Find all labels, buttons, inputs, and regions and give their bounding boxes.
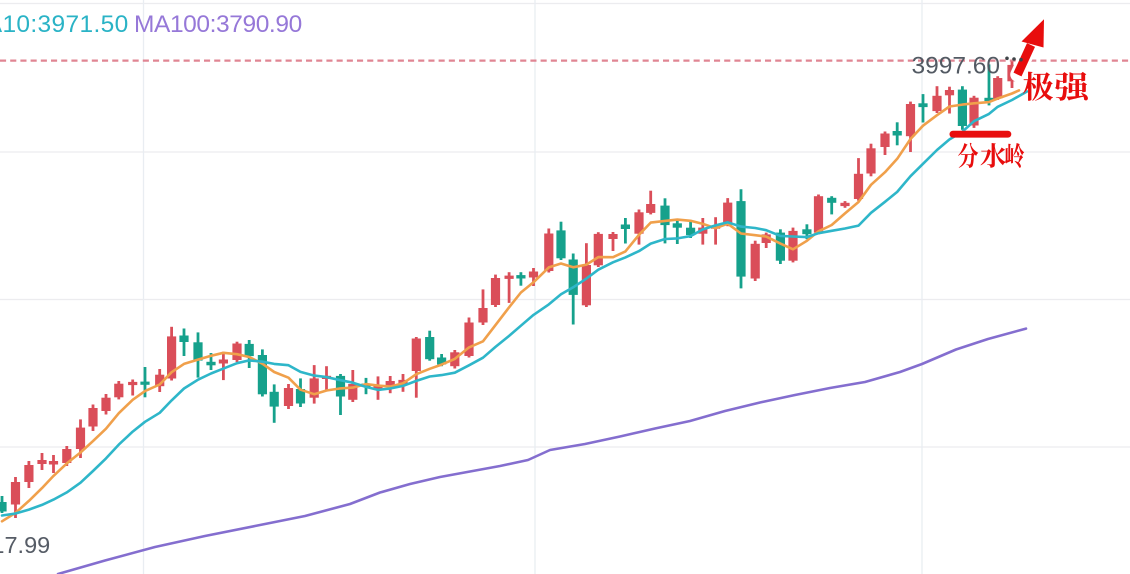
svg-text:17.99: 17.99 — [0, 532, 50, 558]
svg-text:MA100:3790.90: MA100:3790.90 — [134, 11, 302, 38]
svg-text:MA10:3971.50: MA10:3971.50 — [0, 11, 129, 38]
svg-text:3997.60: 3997.60 — [912, 52, 1001, 79]
